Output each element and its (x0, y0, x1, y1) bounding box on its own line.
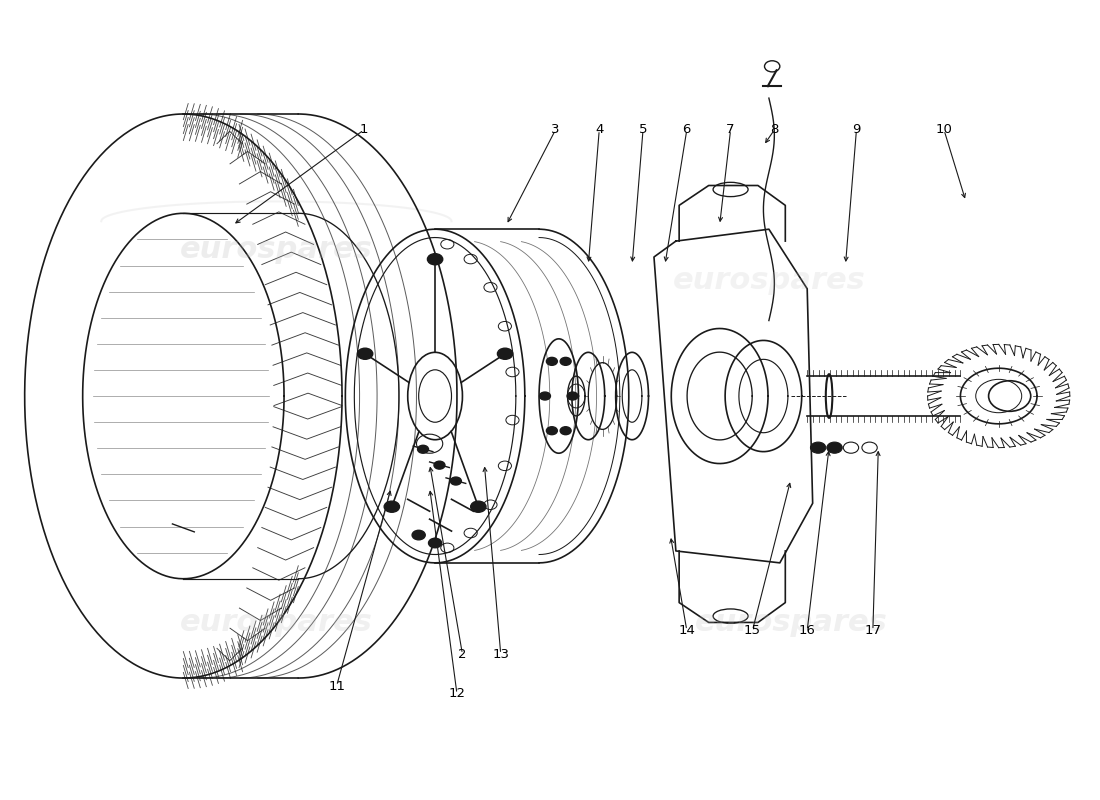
Circle shape (450, 477, 461, 485)
Circle shape (428, 254, 442, 265)
Text: 10: 10 (936, 123, 953, 136)
Text: 14: 14 (679, 624, 695, 637)
Text: 13: 13 (492, 648, 509, 661)
Circle shape (560, 426, 571, 434)
Text: 6: 6 (683, 123, 691, 136)
Text: eurospares: eurospares (694, 608, 888, 637)
Text: 9: 9 (852, 123, 860, 136)
Text: 5: 5 (639, 123, 647, 136)
Circle shape (539, 392, 550, 400)
Text: 15: 15 (744, 624, 761, 637)
Circle shape (547, 426, 558, 434)
Text: 2: 2 (459, 648, 466, 661)
Text: eurospares: eurospares (672, 266, 866, 295)
Circle shape (811, 442, 826, 454)
Text: 4: 4 (595, 123, 604, 136)
Text: 17: 17 (865, 624, 881, 637)
Circle shape (358, 348, 373, 359)
Circle shape (568, 392, 578, 400)
Text: eurospares: eurospares (180, 608, 373, 637)
Circle shape (497, 348, 513, 359)
Circle shape (471, 501, 486, 512)
Circle shape (429, 538, 441, 548)
Circle shape (384, 501, 399, 512)
Text: 3: 3 (551, 123, 560, 136)
Circle shape (827, 442, 843, 454)
Text: 1: 1 (360, 123, 368, 136)
Text: 11: 11 (328, 679, 345, 693)
Text: 12: 12 (449, 687, 465, 701)
Text: 8: 8 (770, 123, 779, 136)
Text: 16: 16 (799, 624, 815, 637)
Text: 7: 7 (726, 123, 735, 136)
Circle shape (547, 358, 558, 366)
Text: eurospares: eurospares (180, 234, 373, 263)
Circle shape (418, 446, 429, 454)
Circle shape (560, 358, 571, 366)
Circle shape (412, 530, 426, 540)
Circle shape (434, 461, 444, 469)
